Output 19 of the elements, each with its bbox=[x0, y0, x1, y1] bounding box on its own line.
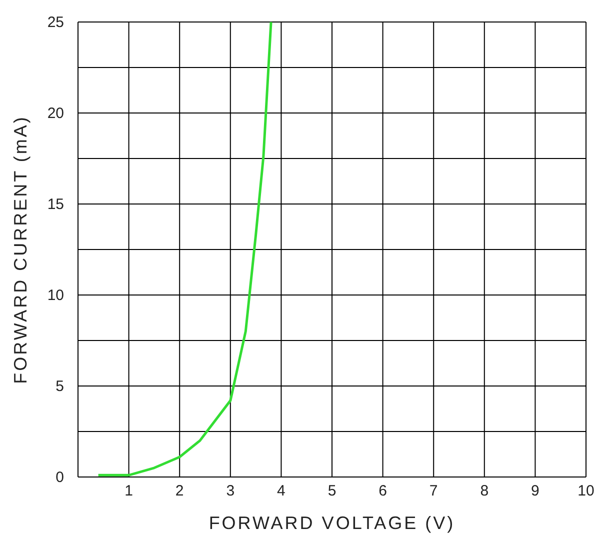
y-tick-label: 15 bbox=[47, 196, 64, 213]
x-tick-label: 4 bbox=[277, 482, 286, 500]
y-axis-title: FORWARD CURRENT (mA) bbox=[10, 115, 30, 384]
x-tick-label: 9 bbox=[531, 482, 540, 500]
line-series bbox=[97, 22, 272, 476]
y-tick-label: 0 bbox=[56, 469, 64, 486]
x-tick-label: 8 bbox=[480, 482, 489, 500]
y-tick-label: 10 bbox=[47, 287, 64, 304]
y-tick-label: 25 bbox=[47, 14, 64, 31]
x-tick-label: 5 bbox=[328, 482, 336, 500]
x-tick-label: 6 bbox=[378, 482, 387, 500]
x-axis-title: FORWARD VOLTAGE (V) bbox=[208, 513, 456, 533]
y-tick-label: 5 bbox=[56, 378, 64, 395]
y-tick-label: 20 bbox=[47, 105, 64, 122]
x-tick-label: 7 bbox=[429, 482, 438, 500]
x-tick-label: 2 bbox=[175, 482, 184, 500]
x-tick-label: 1 bbox=[124, 482, 133, 500]
x-tick-label: 10 bbox=[578, 482, 594, 500]
x-tick-label: 3 bbox=[226, 482, 235, 500]
